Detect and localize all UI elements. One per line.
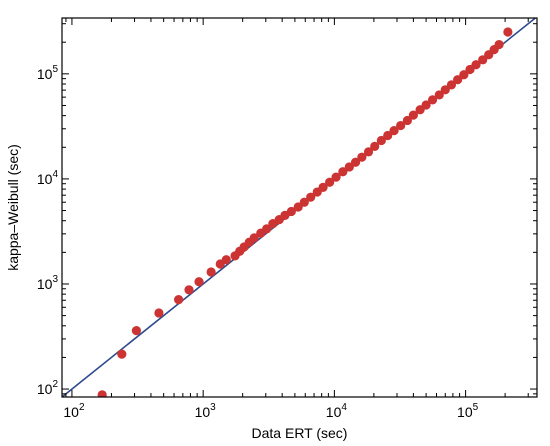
data-point (249, 233, 259, 243)
data-point (194, 277, 204, 287)
y-tick-label: 105 (37, 64, 59, 82)
data-point (446, 80, 457, 90)
data-point (221, 255, 231, 265)
data-point (338, 167, 348, 177)
data-point (440, 85, 450, 95)
data-point (421, 100, 431, 110)
x-tick-label: 102 (63, 402, 85, 420)
data-point (331, 172, 341, 182)
y-tick-label: 102 (37, 379, 59, 397)
data-point (306, 192, 316, 202)
data-point (396, 120, 406, 131)
data-point (350, 157, 361, 167)
data-point (318, 182, 328, 193)
data-point (453, 75, 463, 85)
data-point (503, 27, 513, 37)
data-point (325, 177, 335, 187)
data-point (376, 135, 386, 146)
data-point (184, 285, 194, 295)
y-tick-label: 104 (37, 169, 59, 187)
data-point (370, 141, 380, 151)
y-tick-label: 103 (37, 274, 59, 292)
x-axis-title: Data ERT (sec) (252, 425, 348, 441)
data-point (363, 147, 374, 157)
data-point (434, 90, 444, 100)
data-point (97, 390, 107, 397)
x-tick-label: 104 (326, 402, 348, 420)
x-tick-label: 105 (457, 402, 479, 420)
data-point (408, 110, 418, 120)
data-point (402, 115, 412, 126)
data-point (389, 126, 399, 136)
data-point (427, 95, 438, 105)
data-point (459, 70, 469, 80)
data-point (117, 349, 127, 359)
data-point (478, 55, 488, 65)
data-point (471, 60, 481, 70)
data-point (206, 267, 216, 277)
data-point (286, 206, 296, 217)
data-point (299, 197, 309, 207)
x-tick-label: 103 (195, 402, 217, 420)
data-point (357, 152, 367, 162)
y-axis-title: kappa–Weibull (sec) (5, 144, 21, 271)
data-point (383, 130, 393, 141)
data-point (262, 224, 272, 234)
data-point (154, 308, 164, 318)
data-point (131, 325, 142, 336)
plot-frame (61, 17, 538, 398)
data-point (494, 39, 504, 50)
data-point (174, 295, 184, 305)
